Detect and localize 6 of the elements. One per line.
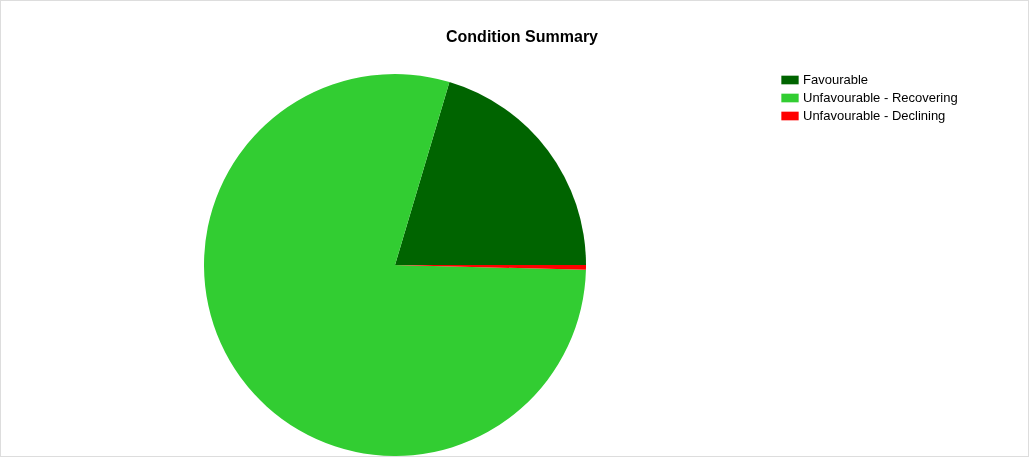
pie-slice (204, 74, 586, 456)
legend-label: Unfavourable - Recovering (803, 90, 958, 105)
chart-title: Condition Summary (446, 28, 599, 45)
pie-slice (395, 81, 586, 265)
legend-label: Favourable (803, 72, 869, 87)
legend-label: Unfavourable - Declining (803, 108, 946, 123)
